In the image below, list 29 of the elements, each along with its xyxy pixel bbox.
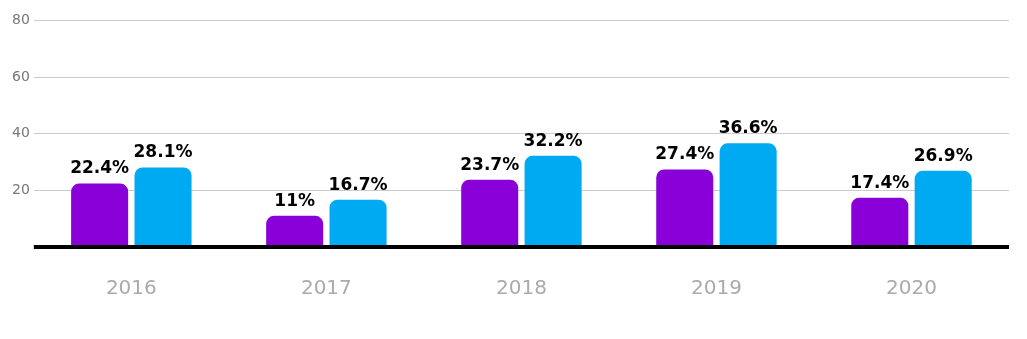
data-label: 26.9% — [913, 144, 973, 165]
y-tick-label: 80 — [11, 11, 30, 28]
data-label: 36.6% — [718, 117, 778, 138]
y-tick-label: 20 — [11, 180, 30, 197]
data-label: 28.1% — [133, 141, 193, 162]
bar — [851, 197, 909, 247]
bar — [71, 183, 129, 247]
bar — [524, 155, 582, 247]
data-label: 17.4% — [850, 171, 910, 192]
bar — [914, 170, 972, 247]
data-label: 11% — [274, 189, 316, 210]
x-tick-label: 2016 — [105, 275, 157, 300]
bar — [134, 167, 192, 247]
data-label: 32.2% — [523, 129, 583, 150]
x-tick-label: 2019 — [690, 275, 742, 300]
data-label: 16.7% — [328, 173, 388, 194]
data-label: 22.4% — [70, 157, 130, 178]
x-tick-label: 2020 — [886, 275, 937, 300]
x-tick-label: 2018 — [495, 275, 547, 300]
data-label: 27.4% — [655, 143, 715, 164]
bar — [461, 179, 519, 247]
bar — [656, 169, 714, 247]
bar — [719, 143, 777, 247]
bar — [266, 215, 324, 247]
y-tick-label: 40 — [11, 124, 30, 141]
bar — [329, 199, 387, 247]
data-label: 23.7% — [460, 153, 520, 174]
x-tick-label: 2017 — [300, 275, 352, 300]
y-tick-label: 60 — [11, 67, 30, 84]
